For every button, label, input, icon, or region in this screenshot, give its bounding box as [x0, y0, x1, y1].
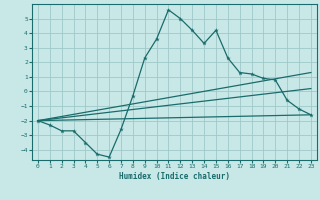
X-axis label: Humidex (Indice chaleur): Humidex (Indice chaleur)	[119, 172, 230, 181]
